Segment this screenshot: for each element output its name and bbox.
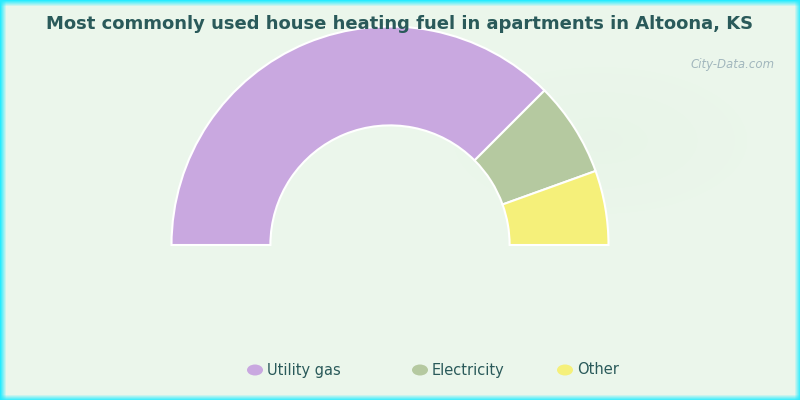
Ellipse shape xyxy=(557,364,573,376)
Ellipse shape xyxy=(412,364,428,376)
Ellipse shape xyxy=(247,364,263,376)
Text: City-Data.com: City-Data.com xyxy=(691,58,775,71)
Wedge shape xyxy=(502,171,609,245)
Text: Most commonly used house heating fuel in apartments in Altoona, KS: Most commonly used house heating fuel in… xyxy=(46,15,754,33)
Text: Utility gas: Utility gas xyxy=(267,362,341,378)
Text: Electricity: Electricity xyxy=(432,362,505,378)
Wedge shape xyxy=(171,26,545,245)
Text: Other: Other xyxy=(577,362,619,378)
Wedge shape xyxy=(474,90,595,204)
